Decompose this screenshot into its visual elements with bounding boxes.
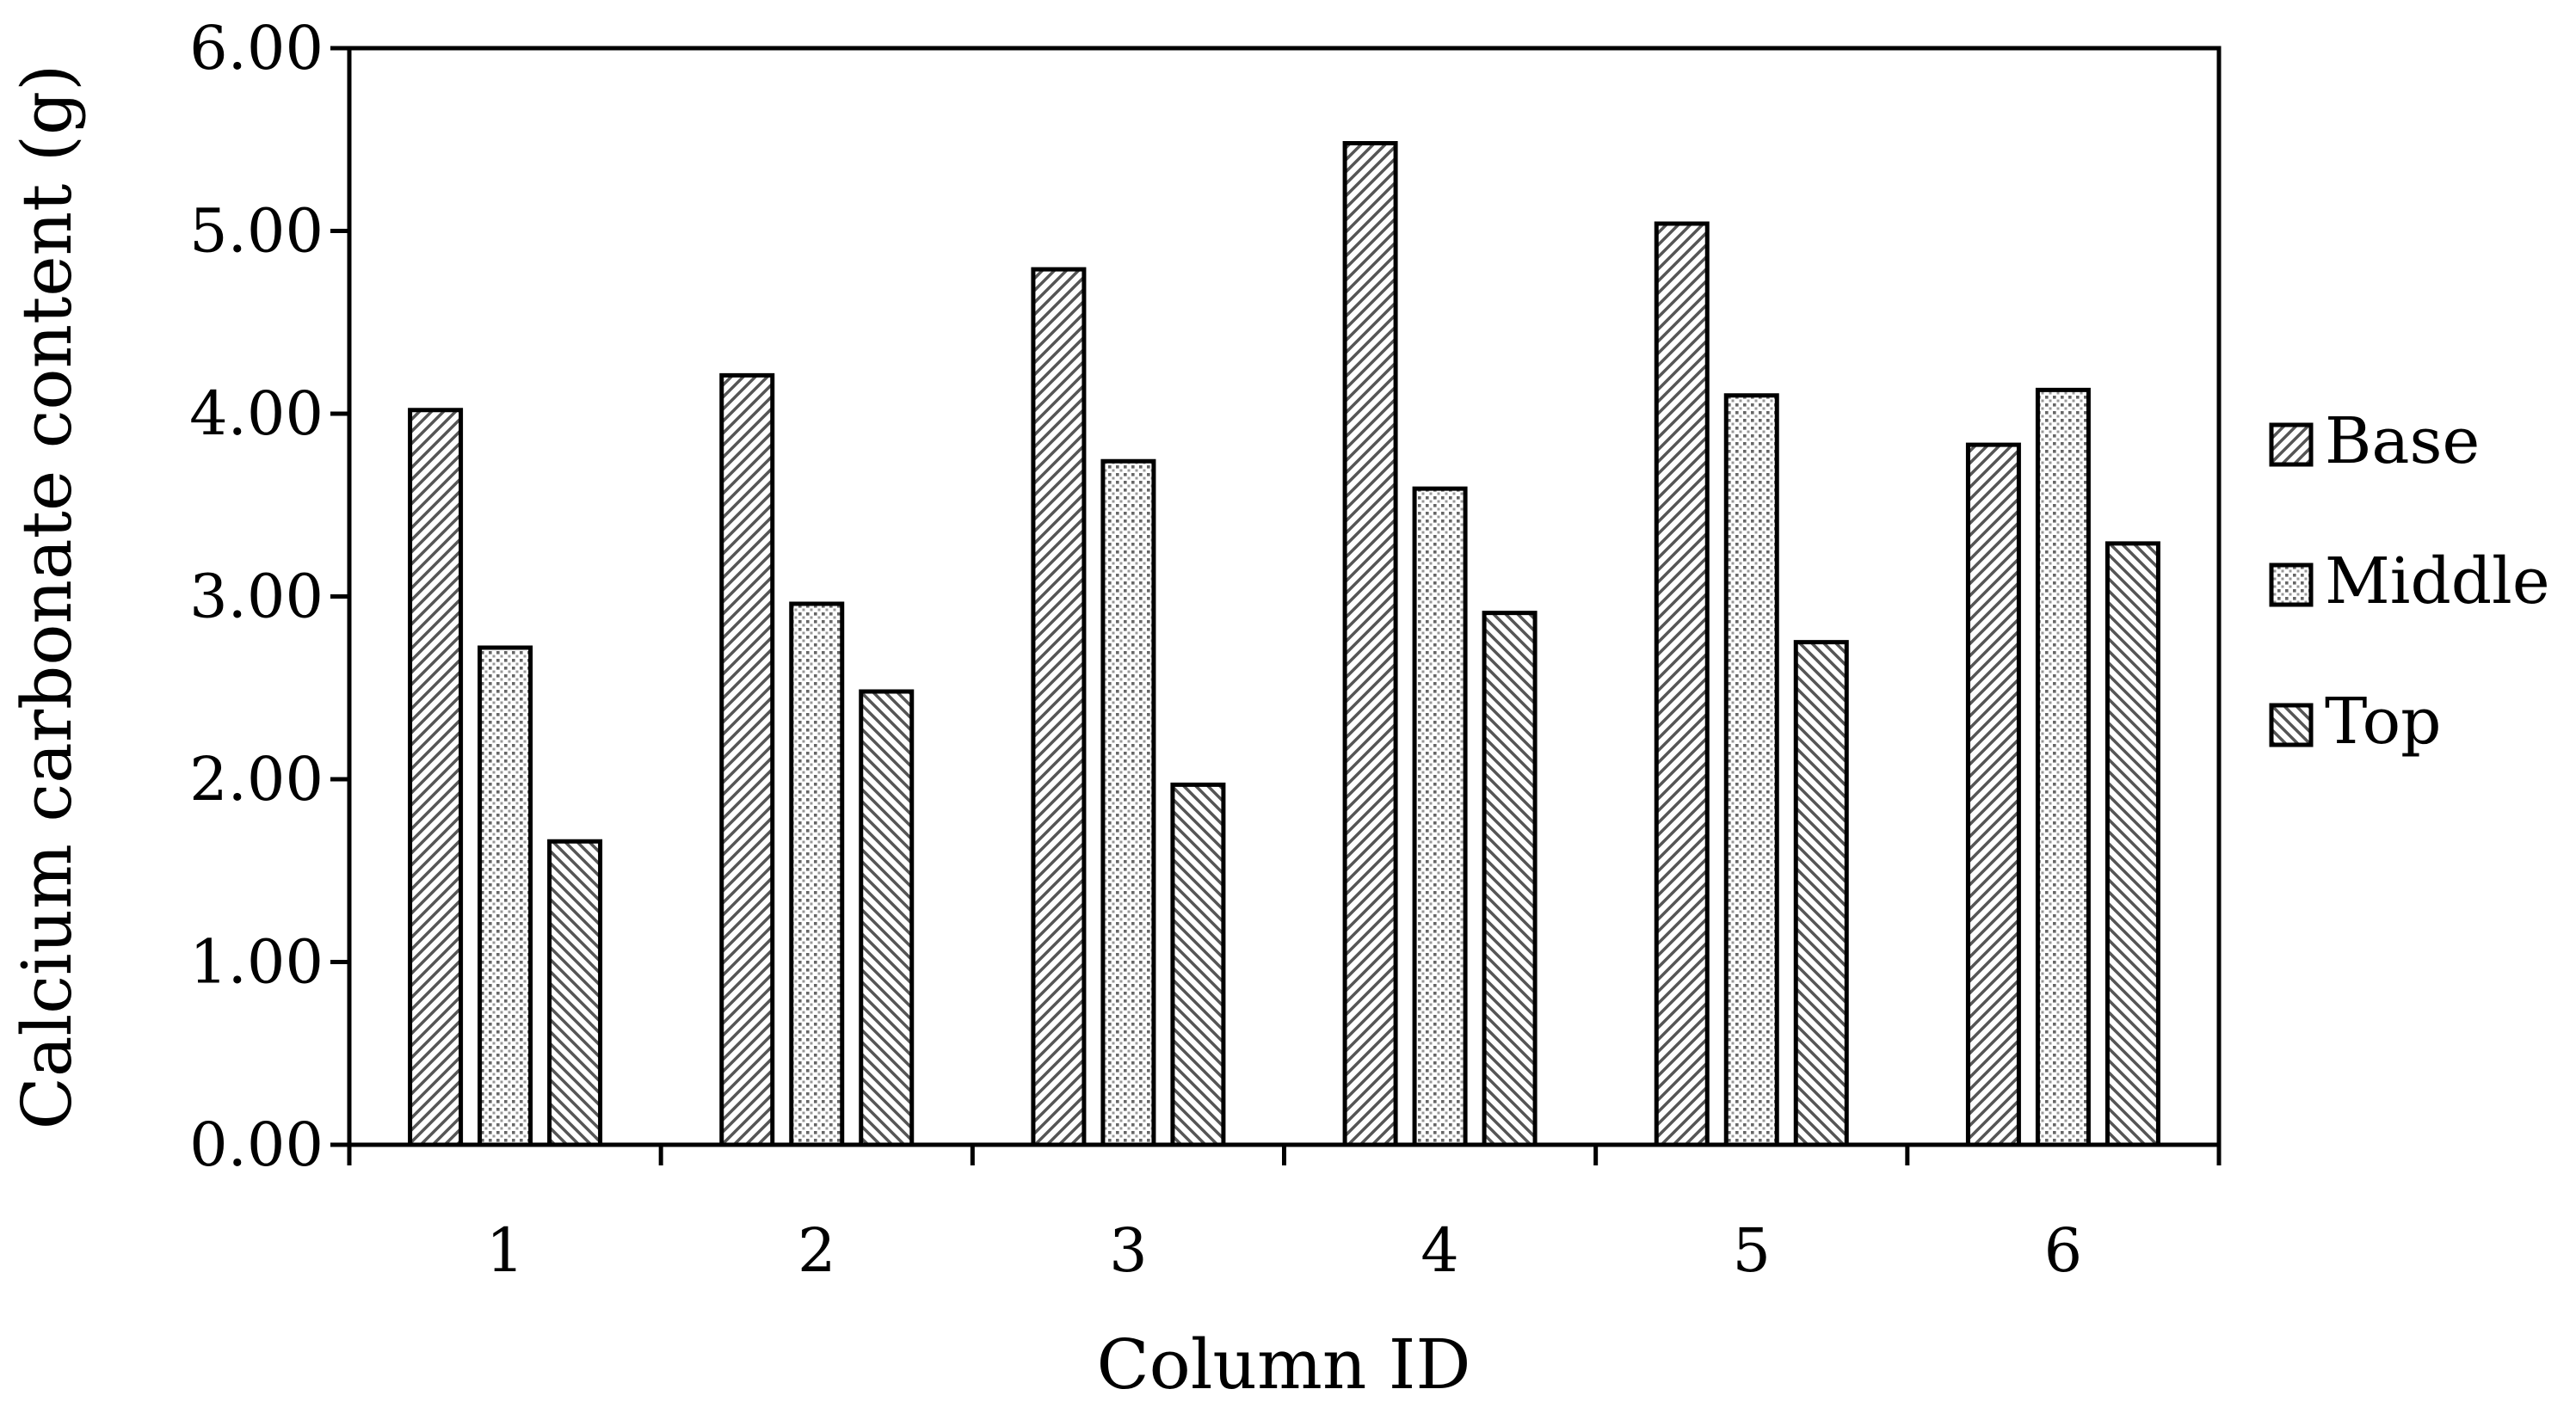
bar-base-3	[1031, 267, 1087, 1147]
legend-label-base: Base	[2325, 404, 2480, 478]
legend: Base Middle Top	[2269, 404, 2550, 759]
bar-top-6	[2105, 541, 2160, 1147]
x-tick-label: 4	[1420, 1215, 1459, 1286]
bar-middle-4	[1412, 486, 1468, 1147]
legend-swatch-top	[2269, 703, 2314, 747]
bar-top-5	[1793, 640, 1849, 1147]
bar-middle-6	[2035, 387, 2091, 1147]
y-tick-label: 1.00	[189, 927, 324, 998]
bar-middle-5	[1723, 393, 1779, 1147]
x-axis-title: Column ID	[1096, 1325, 1470, 1405]
bar-base-1	[408, 408, 464, 1147]
bar-top-3	[1170, 782, 1226, 1147]
bar-middle-1	[478, 645, 533, 1147]
bar-top-2	[859, 689, 915, 1147]
bar-middle-3	[1100, 458, 1156, 1147]
bar-top-1	[547, 839, 603, 1147]
y-axis-title: Calcium carbonate content (g)	[7, 65, 87, 1130]
y-axis: 0.00 1.00 2.00 3.00 4.00 5.00 6.00	[189, 13, 349, 1180]
bars-group	[408, 141, 2160, 1147]
legend-swatch-middle	[2269, 562, 2314, 607]
legend-label-middle: Middle	[2325, 544, 2550, 618]
x-axis: 1 2 3 4 5 6	[347, 1145, 2222, 1286]
legend-swatch-base	[2269, 422, 2314, 467]
bar-top-4	[1482, 611, 1538, 1147]
y-tick-label: 0.00	[189, 1110, 324, 1180]
y-tick-label: 4.00	[189, 378, 324, 449]
x-tick-label: 6	[2044, 1215, 2083, 1286]
y-tick-label: 6.00	[189, 13, 324, 83]
bar-base-5	[1654, 221, 1710, 1147]
bar-middle-2	[789, 601, 845, 1147]
y-tick-label: 5.00	[189, 196, 324, 267]
y-tick-label: 3.00	[189, 562, 324, 632]
bar-base-2	[719, 372, 775, 1147]
bar-base-4	[1342, 141, 1398, 1147]
plot-area-frame	[347, 46, 2222, 1147]
x-tick-label: 2	[798, 1215, 836, 1286]
y-tick-label: 2.00	[189, 744, 324, 815]
x-tick-label: 5	[1732, 1215, 1771, 1286]
bar-base-6	[1965, 442, 2021, 1147]
x-tick-label: 1	[486, 1215, 525, 1286]
legend-label-top: Top	[2325, 685, 2442, 759]
x-tick-label: 3	[1109, 1215, 1148, 1286]
